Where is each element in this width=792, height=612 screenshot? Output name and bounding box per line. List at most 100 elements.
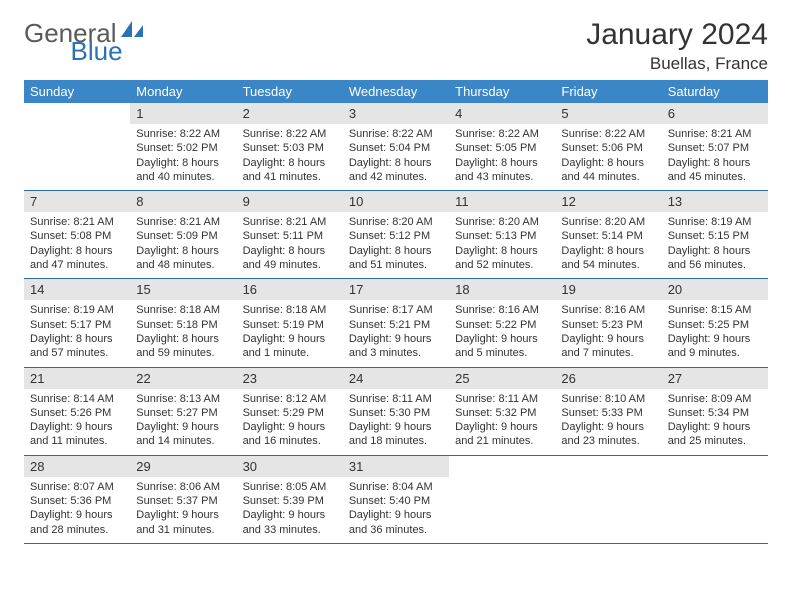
weekday-header: Friday bbox=[555, 80, 661, 103]
day-detail: Sunrise: 8:21 AM Sunset: 5:11 PM Dayligh… bbox=[243, 215, 337, 272]
location: Buellas, France bbox=[586, 54, 768, 74]
day-number: 15 bbox=[130, 279, 236, 300]
day-number: 16 bbox=[237, 279, 343, 300]
day-detail: Sunrise: 8:22 AM Sunset: 5:02 PM Dayligh… bbox=[136, 127, 230, 184]
calendar-week-row: 21 Sunrise: 8:14 AM Sunset: 5:26 PM Dayli… bbox=[24, 367, 768, 455]
weekday-header: Thursday bbox=[449, 80, 555, 103]
logo: General Blue bbox=[24, 18, 197, 49]
day-detail: Sunrise: 8:20 AM Sunset: 5:12 PM Dayligh… bbox=[349, 215, 443, 272]
calendar-day-cell: 23 Sunrise: 8:12 AM Sunset: 5:29 PM Dayli… bbox=[237, 367, 343, 455]
header: General Blue January 2024 Buellas, Franc… bbox=[24, 18, 768, 74]
day-detail: Sunrise: 8:09 AM Sunset: 5:34 PM Dayligh… bbox=[668, 392, 762, 449]
calendar-day-cell: 29 Sunrise: 8:06 AM Sunset: 5:37 PM Dayli… bbox=[130, 455, 236, 543]
day-detail: Sunrise: 8:11 AM Sunset: 5:30 PM Dayligh… bbox=[349, 392, 443, 449]
day-number: 20 bbox=[662, 279, 768, 300]
weekday-header: Wednesday bbox=[343, 80, 449, 103]
day-detail: Sunrise: 8:18 AM Sunset: 5:19 PM Dayligh… bbox=[243, 303, 337, 360]
calendar-day-cell: 12Sunrise: 8:20 AM Sunset: 5:14 PM Dayli… bbox=[555, 191, 661, 279]
calendar-header-row: SundayMondayTuesdayWednesdayThursdayFrid… bbox=[24, 80, 768, 103]
day-number: 23 bbox=[237, 368, 343, 389]
calendar-day-cell: 18Sunrise: 8:16 AM Sunset: 5:22 PM Dayli… bbox=[449, 279, 555, 367]
calendar-week-row: 7Sunrise: 8:21 AM Sunset: 5:08 PM Daylig… bbox=[24, 191, 768, 279]
calendar-day-cell: 7Sunrise: 8:21 AM Sunset: 5:08 PM Daylig… bbox=[24, 191, 130, 279]
day-detail: Sunrise: 8:16 AM Sunset: 5:23 PM Dayligh… bbox=[561, 303, 655, 360]
day-number: 3 bbox=[343, 103, 449, 124]
calendar-page: General Blue January 2024 Buellas, Franc… bbox=[0, 0, 792, 554]
day-detail: Sunrise: 8:07 AM Sunset: 5:36 PM Dayligh… bbox=[30, 480, 124, 537]
calendar-day-cell bbox=[449, 455, 555, 543]
calendar-day-cell: 5 Sunrise: 8:22 AM Sunset: 5:06 PM Daylig… bbox=[555, 103, 661, 191]
calendar-week-row: 28 Sunrise: 8:07 AM Sunset: 5:36 PM Dayli… bbox=[24, 455, 768, 543]
day-number: 27 bbox=[662, 368, 768, 389]
day-number bbox=[662, 456, 768, 462]
day-number: 28 bbox=[24, 456, 130, 477]
day-number: 22 bbox=[130, 368, 236, 389]
day-detail: Sunrise: 8:11 AM Sunset: 5:32 PM Dayligh… bbox=[455, 392, 549, 449]
day-number: 29 bbox=[130, 456, 236, 477]
calendar-day-cell: 20 Sunrise: 8:15 AM Sunset: 5:25 PM Dayli… bbox=[662, 279, 768, 367]
day-detail: Sunrise: 8:15 AM Sunset: 5:25 PM Dayligh… bbox=[668, 303, 762, 360]
day-detail: Sunrise: 8:05 AM Sunset: 5:39 PM Dayligh… bbox=[243, 480, 337, 537]
day-detail: Sunrise: 8:18 AM Sunset: 5:18 PM Dayligh… bbox=[136, 303, 230, 360]
day-detail: Sunrise: 8:22 AM Sunset: 5:05 PM Dayligh… bbox=[455, 127, 549, 184]
day-detail: Sunrise: 8:14 AM Sunset: 5:26 PM Dayligh… bbox=[30, 392, 124, 449]
day-detail: Sunrise: 8:20 AM Sunset: 5:13 PM Dayligh… bbox=[455, 215, 549, 272]
day-number: 24 bbox=[343, 368, 449, 389]
calendar-day-cell: 19 Sunrise: 8:16 AM Sunset: 5:23 PM Dayli… bbox=[555, 279, 661, 367]
day-number: 5 bbox=[555, 103, 661, 124]
day-detail: Sunrise: 8:20 AM Sunset: 5:14 PM Dayligh… bbox=[561, 215, 655, 272]
day-number: 1 bbox=[130, 103, 236, 124]
calendar-day-cell: 3 Sunrise: 8:22 AM Sunset: 5:04 PM Daylig… bbox=[343, 103, 449, 191]
day-detail: Sunrise: 8:22 AM Sunset: 5:04 PM Dayligh… bbox=[349, 127, 443, 184]
day-detail: Sunrise: 8:10 AM Sunset: 5:33 PM Dayligh… bbox=[561, 392, 655, 449]
month-title: January 2024 bbox=[586, 18, 768, 52]
day-number: 9 bbox=[237, 191, 343, 212]
calendar-day-cell: 25 Sunrise: 8:11 AM Sunset: 5:32 PM Dayli… bbox=[449, 367, 555, 455]
day-detail: Sunrise: 8:17 AM Sunset: 5:21 PM Dayligh… bbox=[349, 303, 443, 360]
day-number: 26 bbox=[555, 368, 661, 389]
day-number: 4 bbox=[449, 103, 555, 124]
day-detail: Sunrise: 8:21 AM Sunset: 5:08 PM Dayligh… bbox=[30, 215, 124, 272]
calendar-day-cell bbox=[24, 103, 130, 191]
day-number: 6 bbox=[662, 103, 768, 124]
day-number bbox=[449, 456, 555, 462]
day-detail: Sunrise: 8:22 AM Sunset: 5:06 PM Dayligh… bbox=[561, 127, 655, 184]
weekday-header: Saturday bbox=[662, 80, 768, 103]
day-detail: Sunrise: 8:12 AM Sunset: 5:29 PM Dayligh… bbox=[243, 392, 337, 449]
day-number: 25 bbox=[449, 368, 555, 389]
day-number: 11 bbox=[449, 191, 555, 212]
day-number: 13 bbox=[662, 191, 768, 212]
calendar-day-cell: 8 Sunrise: 8:21 AM Sunset: 5:09 PM Daylig… bbox=[130, 191, 236, 279]
weekday-header: Sunday bbox=[24, 80, 130, 103]
day-detail: Sunrise: 8:13 AM Sunset: 5:27 PM Dayligh… bbox=[136, 392, 230, 449]
calendar-day-cell: 16 Sunrise: 8:18 AM Sunset: 5:19 PM Dayli… bbox=[237, 279, 343, 367]
calendar-day-cell: 31Sunrise: 8:04 AM Sunset: 5:40 PM Dayli… bbox=[343, 455, 449, 543]
day-number: 31 bbox=[343, 456, 449, 477]
calendar-day-cell: 24 Sunrise: 8:11 AM Sunset: 5:30 PM Dayli… bbox=[343, 367, 449, 455]
day-detail: Sunrise: 8:22 AM Sunset: 5:03 PM Dayligh… bbox=[243, 127, 337, 184]
day-number: 17 bbox=[343, 279, 449, 300]
calendar-week-row: 14Sunrise: 8:19 AM Sunset: 5:17 PM Dayli… bbox=[24, 279, 768, 367]
calendar-day-cell: 21 Sunrise: 8:14 AM Sunset: 5:26 PM Dayli… bbox=[24, 367, 130, 455]
calendar-day-cell: 11 Sunrise: 8:20 AM Sunset: 5:13 PM Dayli… bbox=[449, 191, 555, 279]
day-detail: Sunrise: 8:19 AM Sunset: 5:15 PM Dayligh… bbox=[668, 215, 762, 272]
calendar-day-cell bbox=[662, 455, 768, 543]
day-number: 8 bbox=[130, 191, 236, 212]
calendar-day-cell: 4 Sunrise: 8:22 AM Sunset: 5:05 PM Daylig… bbox=[449, 103, 555, 191]
calendar-table: SundayMondayTuesdayWednesdayThursdayFrid… bbox=[24, 80, 768, 544]
calendar-day-cell: 27 Sunrise: 8:09 AM Sunset: 5:34 PM Dayli… bbox=[662, 367, 768, 455]
calendar-day-cell: 2Sunrise: 8:22 AM Sunset: 5:03 PM Daylig… bbox=[237, 103, 343, 191]
day-detail: Sunrise: 8:06 AM Sunset: 5:37 PM Dayligh… bbox=[136, 480, 230, 537]
day-detail: Sunrise: 8:21 AM Sunset: 5:09 PM Dayligh… bbox=[136, 215, 230, 272]
day-number: 19 bbox=[555, 279, 661, 300]
calendar-day-cell bbox=[555, 455, 661, 543]
logo-text-2: Blue bbox=[71, 36, 123, 66]
title-block: January 2024 Buellas, France bbox=[586, 18, 768, 74]
day-number: 14 bbox=[24, 279, 130, 300]
weekday-header: Tuesday bbox=[237, 80, 343, 103]
day-number: 21 bbox=[24, 368, 130, 389]
calendar-day-cell: 9 Sunrise: 8:21 AM Sunset: 5:11 PM Daylig… bbox=[237, 191, 343, 279]
calendar-day-cell: 17 Sunrise: 8:17 AM Sunset: 5:21 PM Dayli… bbox=[343, 279, 449, 367]
day-number: 18 bbox=[449, 279, 555, 300]
day-detail: Sunrise: 8:21 AM Sunset: 5:07 PM Dayligh… bbox=[668, 127, 762, 184]
